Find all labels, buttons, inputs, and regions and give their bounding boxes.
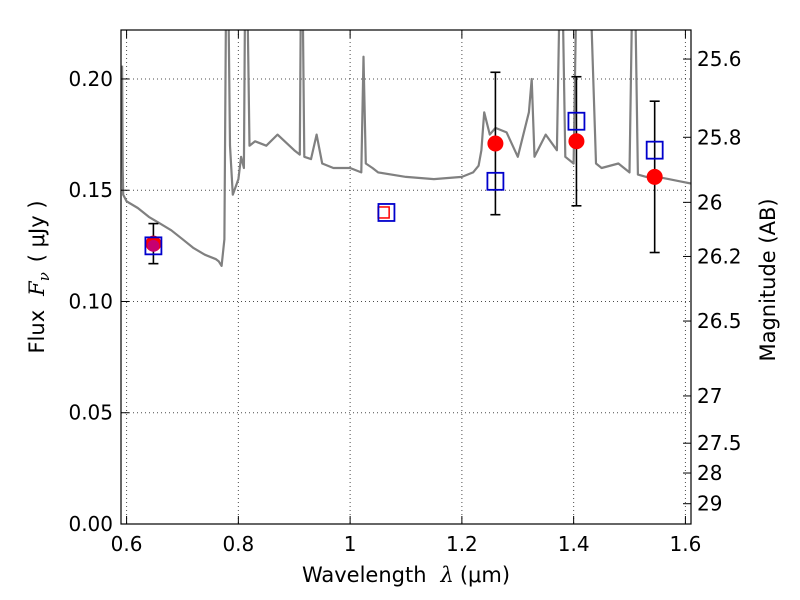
right-tick-label: 25.8 [697, 125, 742, 149]
right-tick-label: 29 [697, 492, 722, 516]
y-tick-label: 0.15 [68, 178, 113, 202]
right-tick-label: 26.2 [697, 244, 742, 268]
plot-frame [120, 29, 692, 525]
x-axis-label: Wavelength λ (μm) [302, 563, 510, 587]
x-axis-label-symbol: λ [440, 563, 454, 587]
model-photometry-point [645, 140, 664, 160]
model-spectrum [121, 30, 691, 267]
right-tick-label: 26 [697, 190, 722, 214]
y-axis-label-unit: ( μJy ) [25, 200, 49, 262]
right-axis-label: Magnitude (AB) [756, 198, 780, 361]
y-axis-label: Flux Fν ( μJy ) [25, 200, 53, 353]
y-tick-label: 0.00 [68, 512, 113, 536]
right-tick-label: 27.5 [697, 431, 742, 455]
model-photometry-point [377, 203, 396, 222]
y-tick-label: 0.10 [68, 289, 113, 313]
x-tick-label: 1.4 [558, 532, 590, 556]
right-tick-label: 28 [697, 461, 722, 485]
right-tick-label: 26.5 [697, 309, 742, 333]
x-tick-label: 0.6 [111, 532, 143, 556]
y-tick-label: 0.05 [68, 401, 113, 425]
axis-ticks [121, 30, 691, 525]
model-photometry-point [567, 111, 586, 131]
x-tick-label: 0.8 [222, 532, 254, 556]
x-tick-label: 1.2 [446, 532, 478, 556]
observed-point [568, 133, 585, 150]
model-spectrum-line [121, 30, 691, 267]
x-axis-label-text: Wavelength [302, 563, 427, 587]
observed-point [646, 168, 663, 185]
y-axis-label-symbol: F [25, 280, 49, 297]
y-axis-label-subscript: ν [35, 272, 53, 281]
plot-background [121, 30, 691, 524]
y-tick-label: 0.20 [68, 67, 113, 91]
right-tick-label: 27 [697, 384, 722, 408]
tick-labels: 0.6 0.8 1 1.2 1.4 1.6 0.00 0.05 0.10 0.15 0.20 25.6… [68, 47, 741, 556]
model-photometry-point [144, 236, 163, 256]
model-photometry-point [486, 171, 505, 191]
model-photometry-points [144, 111, 664, 256]
x-axis-label-unit: (μm) [460, 563, 510, 587]
y-axis-label-text: Flux [25, 310, 49, 354]
observed-point [487, 135, 504, 152]
right-tick-label: 25.6 [697, 47, 742, 71]
x-tick-label: 1.6 [670, 532, 702, 556]
overlap-marker [147, 239, 160, 252]
x-tick-label: 1 [344, 532, 357, 556]
